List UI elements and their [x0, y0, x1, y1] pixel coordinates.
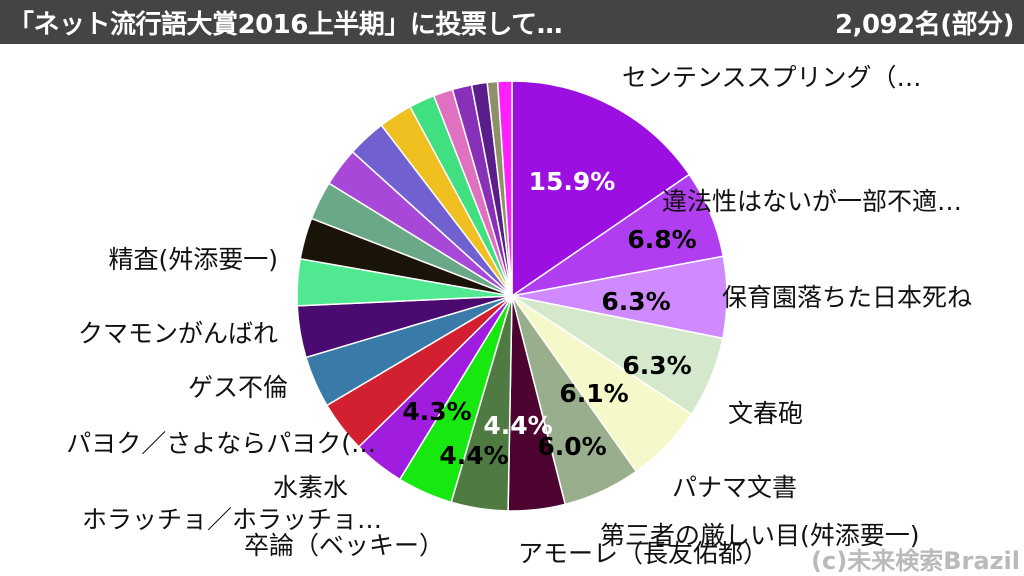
pie-chart: センテンススプリング（… 違法性はないが一部不適… 保育園落ちた日本死ね文春砲パナマ… [66, 63, 972, 568]
slice-percent-label: 6.8% [627, 225, 696, 254]
slice-percent-label: 6.3% [622, 351, 691, 380]
slice-percent-label: 4.4% [483, 411, 552, 440]
slice-label: 保育園落ちた日本死ね [722, 283, 972, 312]
respondent-count: 2,092名(部分) [834, 9, 1015, 40]
slice-label: 精査(舛添要一) [108, 245, 278, 274]
slice-label: ホラッチョ／ホラッチョ… [82, 505, 382, 534]
slice-label: 文春砲 [728, 399, 803, 428]
slice-label: 第三者の厳しい目(舛添要一) [600, 521, 920, 550]
slice-label: パヨク／さよならパヨク(… [66, 429, 376, 458]
slice-percent-label: 15.9% [529, 167, 616, 196]
pie-slice [511, 80, 691, 298]
slice-percent-label: 4.4% [439, 441, 508, 470]
slice-percent-label: 6.1% [559, 379, 628, 408]
slice-label: パナマ文書 [672, 473, 797, 502]
slice-label: 違法性はないが一部不適… [662, 187, 962, 216]
slice-percent-label: 6.0% [537, 432, 606, 461]
chart-title: 「ネット流行語大賞2016上半期」に投票して… [8, 9, 563, 40]
slice-label: ゲス不倫 [188, 373, 288, 402]
slice-percent-label: 6.3% [601, 287, 670, 316]
watermark: (c)未来検索Brazil [811, 547, 1020, 575]
title-bar: 「ネット流行語大賞2016上半期」に投票して… 2,092名(部分) [0, 0, 1024, 44]
slice-label: クマモンがんばれ [78, 319, 278, 348]
slice-label: センテンススプリング（… [622, 63, 922, 92]
slice-label: 水素水 [273, 473, 348, 502]
slice-percent-label: 4.3% [402, 397, 471, 426]
slice-label: 卒論（ベッキー） [244, 531, 444, 560]
slice-label: アモーレ（長友佑都） [518, 539, 768, 568]
pie-slice [496, 80, 513, 297]
